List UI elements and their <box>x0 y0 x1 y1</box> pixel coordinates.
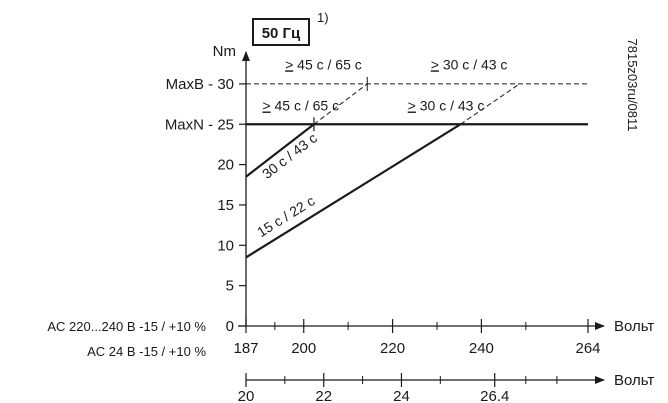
region-label: > 30 с / 43 с <box>408 98 485 114</box>
frequency-label: 50 Гц <box>262 25 301 42</box>
y-tick-label: MaxB - 30 <box>166 76 234 93</box>
region-label: > 45 с / 65 с <box>262 98 339 114</box>
x24-tick-label: 20 <box>238 388 255 403</box>
series-line-3 <box>460 83 520 125</box>
y-tick-label: 5 <box>226 278 234 295</box>
x24-tick-label: 24 <box>393 388 410 403</box>
y-tick-label: 0 <box>226 318 234 335</box>
x230-tick-label: 200 <box>291 340 316 357</box>
x230-tick-label: 187 <box>233 340 258 357</box>
y-tick-label: 15 <box>217 197 234 214</box>
region-label: > 45 с / 65 с <box>285 56 362 72</box>
x230-tick-label: 264 <box>575 340 600 357</box>
axis-24v-label: AC 24 В -15 / +10 % <box>87 344 206 359</box>
series-label-30-43: 30 с / 43 с <box>259 130 320 182</box>
x24-tick-label: 26.4 <box>480 388 509 403</box>
x24-tick-label: 22 <box>315 388 332 403</box>
y-tick-label: MaxN - 25 <box>165 116 234 133</box>
y-axis-label: Nm <box>213 43 236 60</box>
x-axis-230v-unit: Вольт <box>614 318 654 335</box>
region-label: > 30 с / 43 с <box>431 56 508 72</box>
axis-230v-label: AC 220...240 В -15 / +10 % <box>47 319 206 334</box>
x-axis-24v-unit: Вольт <box>614 372 654 389</box>
x230-tick-label: 240 <box>469 340 494 357</box>
x230-tick-label: 220 <box>380 340 405 357</box>
series-line-1 <box>313 83 368 125</box>
y-tick-label: 20 <box>217 157 234 174</box>
doc-code: 7815z03ru/0811 <box>625 38 640 131</box>
frequency-box <box>252 18 310 46</box>
y-tick-label: 10 <box>217 237 234 254</box>
footnote-mark: 1) <box>317 10 329 25</box>
series-line-0 <box>245 123 315 178</box>
series-line-2 <box>245 123 462 259</box>
